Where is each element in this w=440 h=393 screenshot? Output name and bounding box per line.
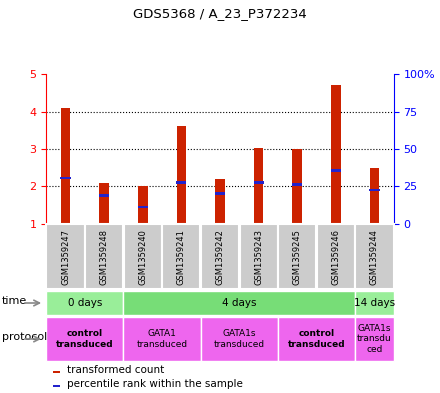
FancyBboxPatch shape — [356, 224, 394, 289]
Text: control
transduced: control transduced — [56, 329, 114, 349]
FancyBboxPatch shape — [201, 317, 278, 361]
Bar — [99, 182, 109, 224]
Bar — [293, 149, 302, 224]
Text: GSM1359240: GSM1359240 — [138, 229, 147, 285]
FancyBboxPatch shape — [46, 317, 124, 361]
Bar — [331, 169, 341, 172]
FancyBboxPatch shape — [317, 224, 355, 289]
Bar — [254, 148, 264, 224]
Bar — [292, 183, 302, 186]
Text: control
transduced: control transduced — [288, 329, 345, 349]
FancyBboxPatch shape — [278, 224, 316, 289]
Bar — [60, 177, 70, 179]
Text: 14 days: 14 days — [354, 298, 395, 308]
Bar — [215, 179, 225, 224]
Text: GSM1359248: GSM1359248 — [99, 229, 109, 285]
FancyBboxPatch shape — [124, 317, 201, 361]
Bar — [61, 108, 70, 224]
FancyBboxPatch shape — [355, 317, 394, 361]
Text: 0 days: 0 days — [68, 298, 102, 308]
Bar — [99, 194, 109, 197]
FancyBboxPatch shape — [162, 224, 201, 289]
FancyBboxPatch shape — [124, 224, 162, 289]
FancyBboxPatch shape — [355, 291, 394, 315]
Text: GSM1359243: GSM1359243 — [254, 229, 263, 285]
FancyBboxPatch shape — [201, 224, 239, 289]
Bar — [370, 189, 380, 191]
Bar — [138, 206, 148, 208]
FancyBboxPatch shape — [278, 317, 355, 361]
Text: time: time — [2, 296, 27, 306]
Bar — [370, 167, 379, 224]
Text: transformed count: transformed count — [67, 365, 164, 375]
Text: GATA1s
transdu
ced: GATA1s transdu ced — [357, 324, 392, 354]
Bar — [53, 371, 60, 373]
FancyBboxPatch shape — [239, 224, 278, 289]
FancyBboxPatch shape — [46, 291, 124, 315]
Text: GATA1s
transduced: GATA1s transduced — [214, 329, 265, 349]
Text: GSM1359241: GSM1359241 — [177, 229, 186, 285]
Text: GSM1359244: GSM1359244 — [370, 229, 379, 285]
Text: GSM1359246: GSM1359246 — [331, 229, 341, 285]
Bar — [138, 186, 147, 224]
Text: GSM1359245: GSM1359245 — [293, 229, 302, 285]
Bar — [253, 181, 264, 184]
FancyBboxPatch shape — [124, 291, 355, 315]
Text: 4 days: 4 days — [222, 298, 257, 308]
Bar — [331, 85, 341, 224]
Text: GSM1359242: GSM1359242 — [216, 229, 224, 285]
Bar — [215, 193, 225, 195]
Text: GATA1
transduced: GATA1 transduced — [136, 329, 187, 349]
Text: protocol: protocol — [2, 332, 48, 342]
Bar — [53, 386, 60, 387]
Bar — [176, 126, 186, 224]
FancyBboxPatch shape — [85, 224, 123, 289]
FancyBboxPatch shape — [46, 224, 84, 289]
Text: GSM1359247: GSM1359247 — [61, 229, 70, 285]
Text: GDS5368 / A_23_P372234: GDS5368 / A_23_P372234 — [133, 7, 307, 20]
Text: percentile rank within the sample: percentile rank within the sample — [67, 379, 243, 389]
Bar — [176, 181, 187, 184]
